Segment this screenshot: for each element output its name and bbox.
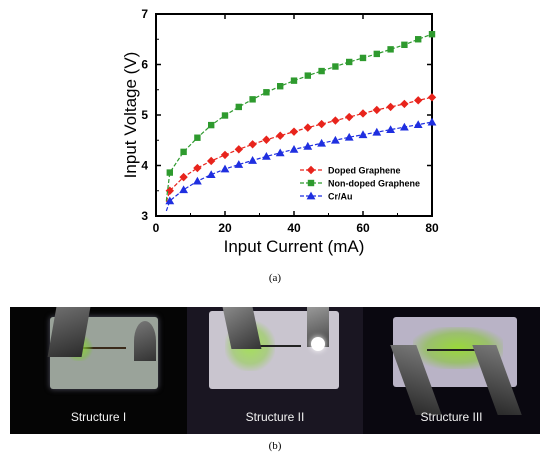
- data-point: [386, 102, 395, 112]
- y-tick-label: 4: [141, 159, 148, 173]
- probe-right: [307, 307, 329, 347]
- data-point: [400, 99, 409, 109]
- data-point: [248, 156, 257, 164]
- data-point: [193, 176, 202, 185]
- data-point: [332, 63, 339, 70]
- data-point: [428, 31, 436, 38]
- photo-strip: Structure I Structure II Structure III: [10, 307, 540, 434]
- data-point: [304, 72, 311, 79]
- data-point: [290, 77, 298, 84]
- data-point: [262, 135, 271, 144]
- data-point: [358, 109, 368, 118]
- data-point: [193, 163, 202, 173]
- x-tick-label: 0: [153, 221, 160, 235]
- data-point: [427, 117, 437, 126]
- caption-a: (a): [268, 272, 282, 284]
- data-point: [345, 112, 354, 122]
- caption-b: (b): [268, 440, 282, 452]
- data-point: [206, 170, 216, 178]
- data-point: [234, 160, 244, 168]
- data-point: [166, 169, 173, 176]
- legend-label: Non-doped Graphene: [328, 179, 420, 189]
- data-point: [358, 130, 368, 139]
- legend-marker: [306, 191, 316, 200]
- data-point: [165, 196, 175, 205]
- y-tick-label: 3: [141, 209, 148, 223]
- photo-label-3: Structure III: [420, 410, 483, 424]
- graphene-channel: [247, 345, 301, 347]
- data-point: [194, 134, 201, 141]
- data-point: [221, 112, 229, 119]
- data-point: [234, 145, 243, 154]
- series-line-1: [165, 33, 433, 201]
- voltage-current-chart: 0 20 40 60 80 3 4 5 6 7 Input Current (mA) Input Vo…: [121, 7, 439, 256]
- data-point: [303, 141, 313, 150]
- data-point: [346, 58, 353, 66]
- data-point: [220, 164, 230, 173]
- photo-structure-3: Structure III: [363, 307, 540, 434]
- data-point: [331, 116, 340, 125]
- probe-tip-glow: [311, 337, 325, 351]
- legend-label: Cr/Au: [328, 192, 353, 202]
- data-point: [262, 152, 271, 160]
- x-axis-label: Input Current (mA): [224, 237, 365, 256]
- data-point: [249, 96, 256, 103]
- data-point: [208, 121, 215, 129]
- data-point: [386, 125, 395, 134]
- photo-label-1: Structure I: [70, 410, 127, 424]
- legend-marker: [306, 165, 316, 175]
- data-point: [275, 148, 285, 157]
- data-point: [179, 185, 188, 194]
- data-point: [317, 119, 326, 129]
- legend-marker: [307, 179, 315, 187]
- graphene-channel: [72, 347, 126, 349]
- photo-structure-1: Structure I: [10, 307, 187, 434]
- data-point: [427, 93, 437, 102]
- data-point: [289, 127, 299, 136]
- data-point: [387, 46, 394, 53]
- data-point: [179, 172, 188, 182]
- data-point: [331, 135, 340, 144]
- photo-label-2: Structure II: [245, 410, 305, 424]
- x-tick-label: 60: [356, 221, 370, 235]
- x-tick-label: 80: [425, 221, 439, 235]
- data-point: [372, 105, 381, 115]
- data-point: [413, 120, 423, 128]
- data-point: [235, 103, 242, 111]
- data-point: [373, 50, 380, 58]
- y-tick-label: 6: [141, 58, 148, 72]
- data-point: [180, 148, 187, 156]
- data-point: [344, 132, 354, 141]
- data-point: [414, 96, 423, 105]
- x-tick-label: 40: [287, 221, 301, 235]
- x-tick-label: 20: [218, 221, 232, 235]
- data-point: [401, 41, 408, 49]
- legend-label: Doped Graphene: [328, 166, 401, 176]
- data-point: [318, 67, 325, 75]
- y-axis-label: Input Voltage (V): [121, 52, 140, 179]
- data-point: [248, 140, 257, 149]
- data-point: [289, 144, 299, 153]
- probe-right: [134, 321, 156, 361]
- data-point: [415, 36, 422, 43]
- y-tick-label: 5: [141, 108, 148, 122]
- data-point: [263, 89, 270, 96]
- data-point: [207, 156, 216, 166]
- data-point: [372, 127, 382, 136]
- data-point: [277, 83, 284, 90]
- data-point: [400, 122, 409, 131]
- graphene-channel: [427, 349, 487, 351]
- data-point: [303, 123, 312, 132]
- data-point: [220, 150, 230, 160]
- photo-structure-2: Structure II: [187, 307, 363, 434]
- y-tick-label: 7: [141, 7, 148, 21]
- data-point: [276, 131, 285, 140]
- data-point: [317, 138, 326, 147]
- data-point: [359, 54, 367, 62]
